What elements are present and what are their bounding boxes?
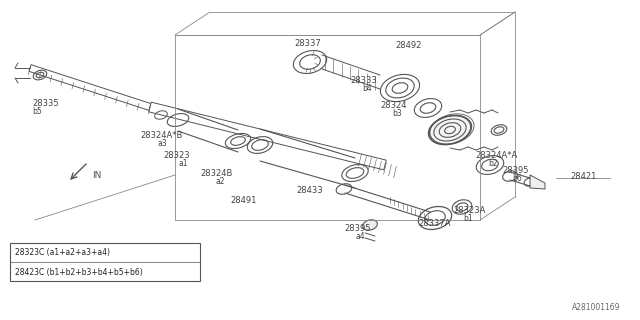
Text: b2: b2	[488, 158, 498, 167]
Bar	[10, 243, 200, 281]
Text: 28491: 28491	[230, 196, 257, 204]
Text: b4: b4	[362, 84, 372, 92]
Text: 28323: 28323	[163, 150, 189, 159]
Text: 28324: 28324	[380, 100, 406, 109]
Text: b6: b6	[512, 173, 522, 182]
Text: b3: b3	[392, 108, 402, 117]
Text: A281001169: A281001169	[572, 303, 620, 313]
Text: 28324A*A: 28324A*A	[475, 150, 517, 159]
Text: IN: IN	[92, 171, 101, 180]
Text: 28395: 28395	[502, 165, 529, 174]
Text: 28337A: 28337A	[418, 219, 451, 228]
Polygon shape	[149, 102, 386, 170]
Text: 28423C (b1+b2+b3+b4+b5+b6): 28423C (b1+b2+b3+b4+b5+b6)	[15, 268, 143, 276]
Text: 28324A*B: 28324A*B	[140, 131, 182, 140]
Polygon shape	[530, 175, 545, 189]
Text: a1: a1	[178, 158, 188, 167]
Ellipse shape	[428, 115, 472, 145]
Text: 28421: 28421	[570, 172, 596, 180]
Ellipse shape	[363, 220, 378, 230]
Text: 28335: 28335	[32, 99, 59, 108]
Text: 28323A: 28323A	[453, 205, 485, 214]
Text: 28323C (a1+a2+a3+a4): 28323C (a1+a2+a3+a4)	[15, 249, 110, 258]
Text: 28492: 28492	[395, 41, 421, 50]
Text: 28395: 28395	[344, 223, 371, 233]
Text: 28324B: 28324B	[200, 169, 232, 178]
Text: a2: a2	[215, 177, 225, 186]
Text: 28433: 28433	[296, 186, 323, 195]
Text: 28337: 28337	[294, 38, 321, 47]
Text: 28333: 28333	[350, 76, 377, 84]
Text: b5: b5	[32, 107, 42, 116]
Polygon shape	[29, 65, 151, 110]
Text: a3: a3	[157, 139, 166, 148]
Text: a4: a4	[355, 231, 365, 241]
Text: b1: b1	[463, 213, 472, 222]
